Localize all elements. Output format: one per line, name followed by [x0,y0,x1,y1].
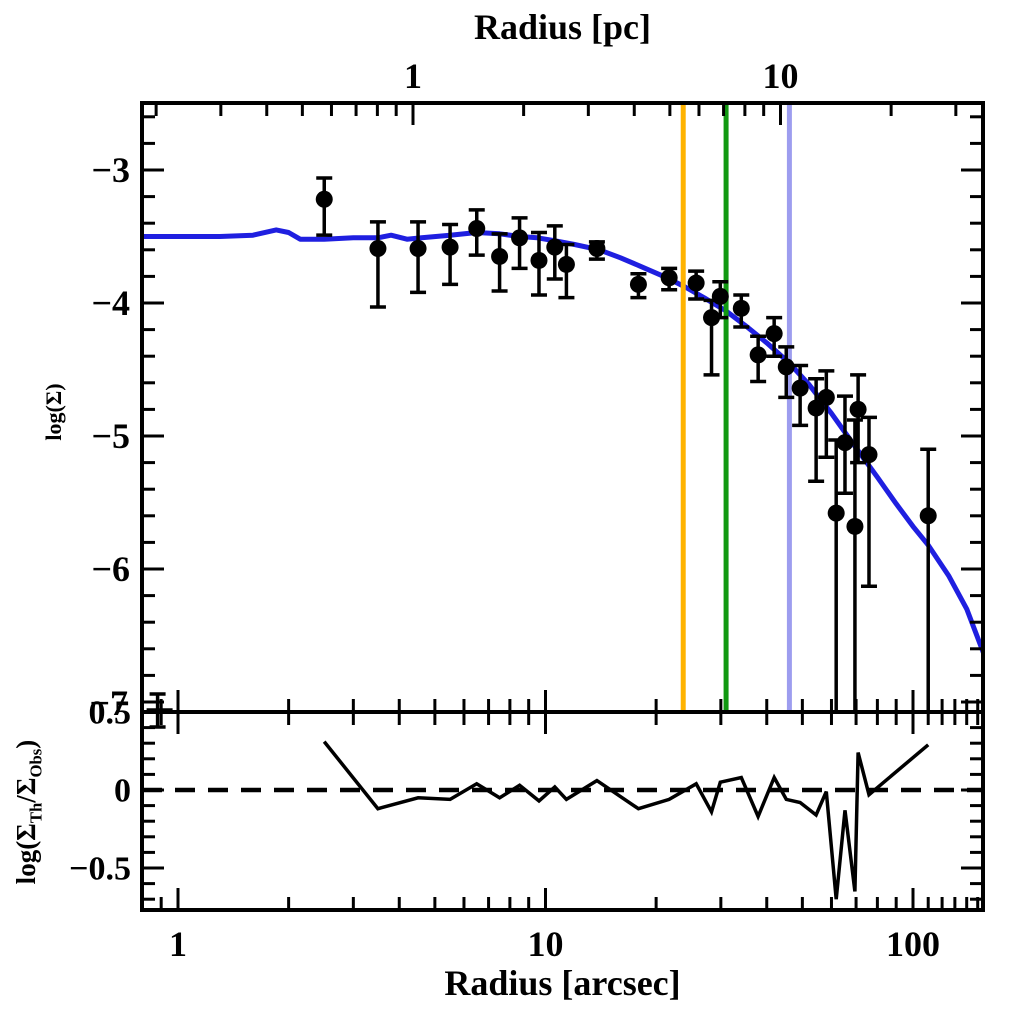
x-tick-label: 10 [528,924,564,964]
res-y-tick-label: −0.5 [69,851,131,888]
data-point [703,309,721,327]
data-point [468,220,486,238]
main-y-axis-title: log(Σ) [41,383,66,441]
top-axis-title: Radius [pc] [473,7,652,47]
data-point [557,255,575,273]
data-point [846,517,864,535]
residual-panel-content [142,740,983,900]
residual-curve [322,740,930,900]
data-point [315,190,333,208]
data-point [919,507,937,525]
data-point [827,504,845,522]
data-point [409,239,427,257]
data-point [765,325,783,343]
data-point [807,399,825,417]
data-point [629,275,647,293]
data-point [836,434,854,452]
data-point [369,239,387,257]
y-tick-label: −3 [91,150,130,190]
data-point [687,274,705,292]
data-point [791,379,809,397]
x-tick-label: 100 [886,924,940,964]
data-point [530,251,548,269]
data-point [749,346,767,364]
res-y-tick-label: 0.5 [89,695,132,732]
residual-panel-border [140,710,985,912]
pc-tick-label: 1 [404,56,422,96]
y-tick-label-minus7: −7 [89,683,128,723]
data-point [711,287,729,305]
data-point [660,269,678,287]
res-y-tick-label: 0 [114,773,131,810]
data-point [860,446,878,464]
bottom-axis-title: Radius [arcsec] [444,963,681,1003]
axes: 1 10 100 1 10 −3 −4 −5 −6 −70.5 0 −0.5 [69,56,985,964]
data-point [817,388,835,406]
data-point [546,238,564,256]
residual-y-axis-title: log(ΣTh/ΣObs) [11,739,46,885]
main-panel-content [142,103,983,712]
x-tick-label: 1 [169,924,187,964]
y-tick-label: −5 [91,416,130,456]
y-tick-label: −6 [91,549,130,589]
data-point [732,299,750,317]
data-point [491,247,509,265]
data-point [441,238,459,256]
pc-tick-label: 10 [763,56,799,96]
data-point [849,400,867,418]
data-point [511,229,529,247]
y-tick-label: −4 [91,283,130,323]
data-point [588,239,606,257]
data-point [777,358,795,376]
